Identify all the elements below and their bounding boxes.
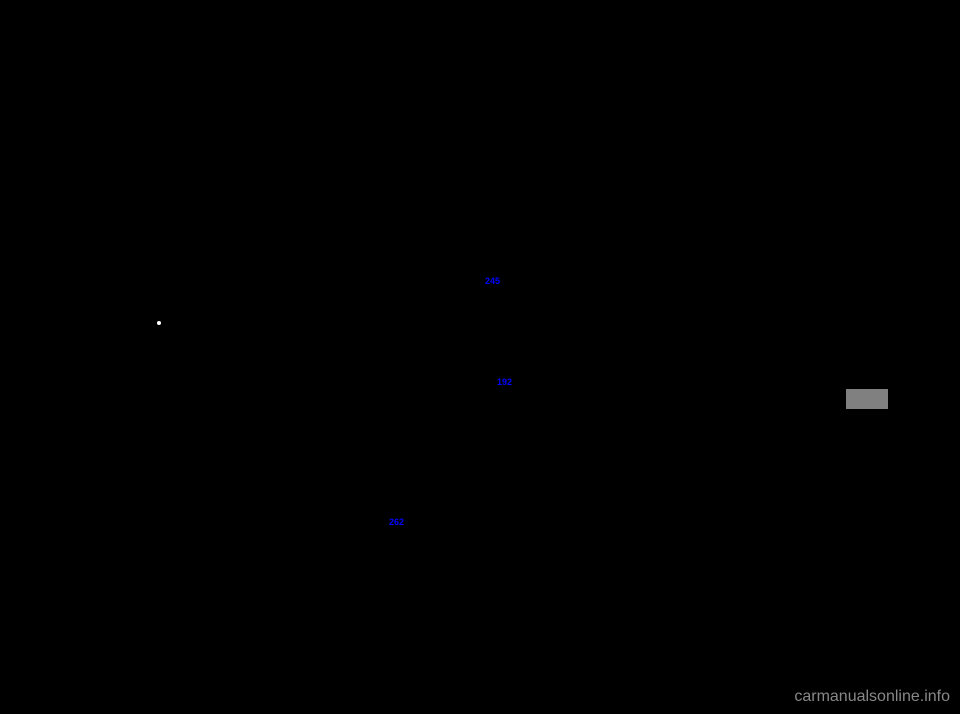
- bullet-point: [157, 321, 161, 325]
- watermark-text: carmanualsonline.info: [794, 688, 950, 706]
- page-link-3[interactable]: 262: [389, 517, 404, 527]
- page-tab-marker: [846, 389, 888, 409]
- page-link-2[interactable]: 192: [497, 377, 512, 387]
- page-link-1[interactable]: 245: [485, 276, 500, 286]
- document-page: 245 192 262 carmanualsonline.info: [0, 0, 960, 714]
